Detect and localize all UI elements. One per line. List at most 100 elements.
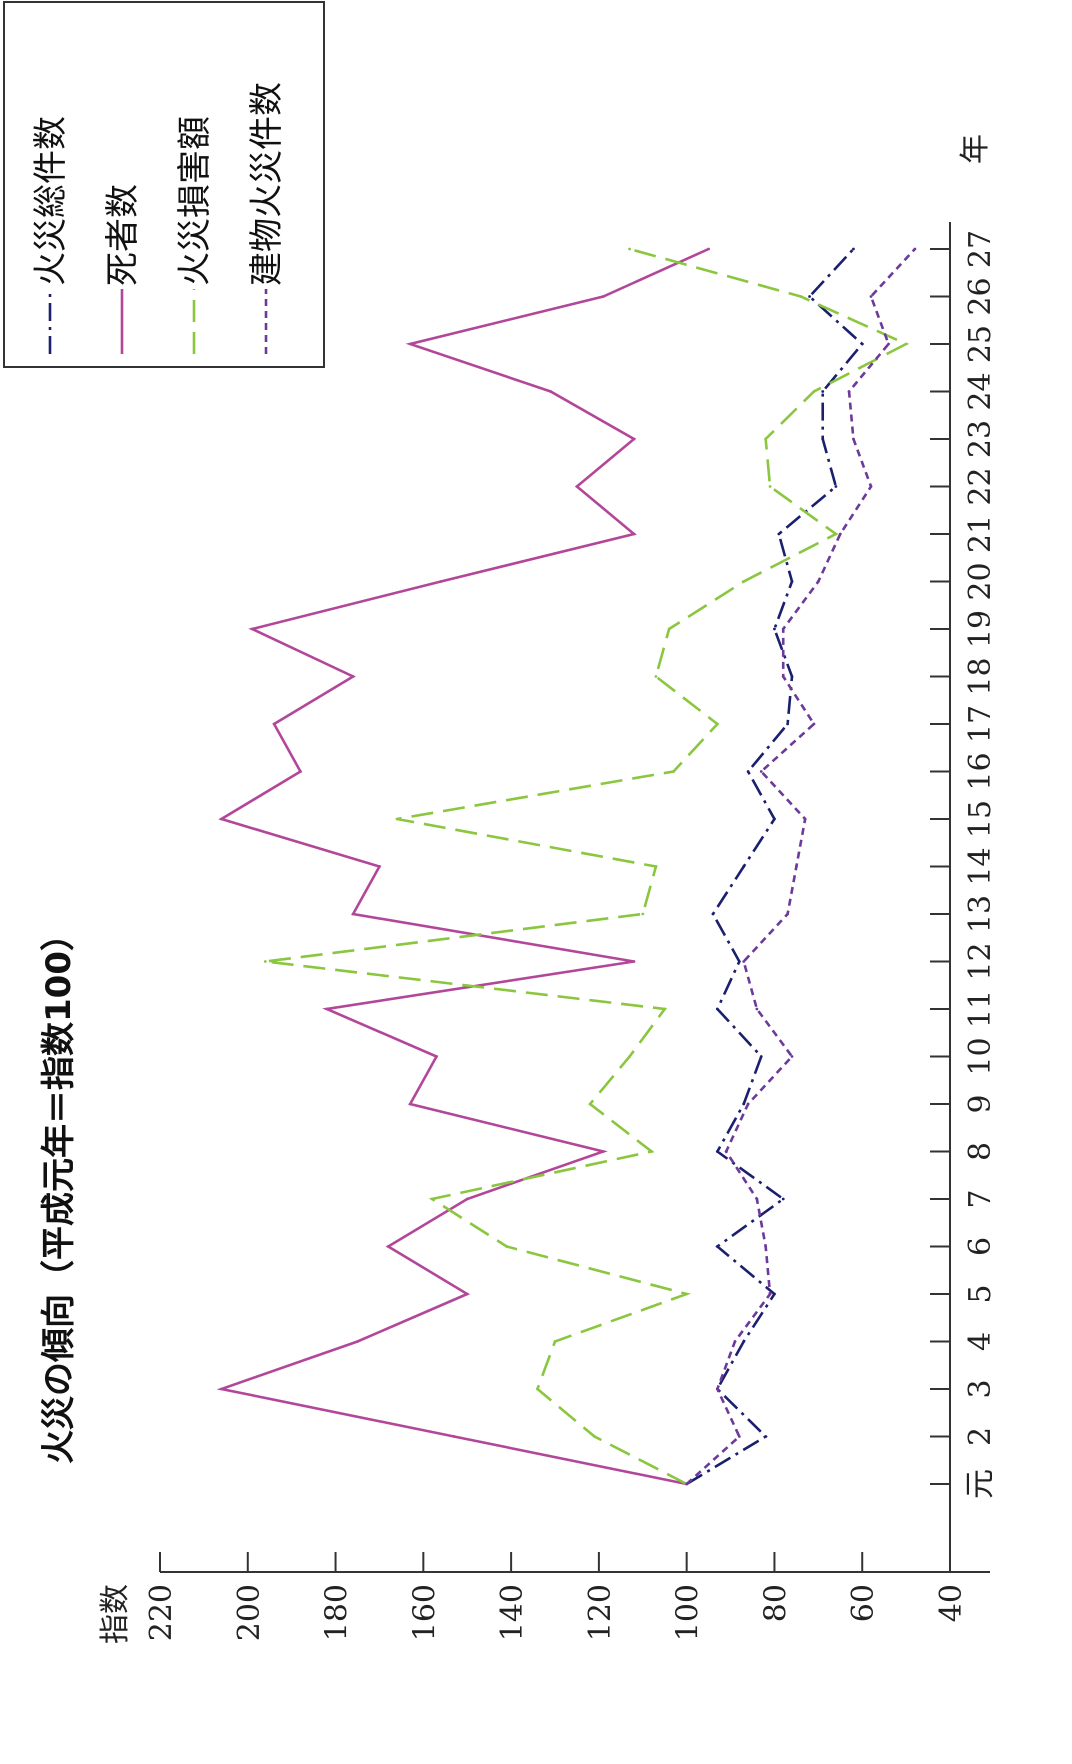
data-point-s1-7 — [715, 1150, 719, 1153]
data-point-s3-10 — [663, 1007, 667, 1011]
data-point-s2-21 — [575, 485, 579, 488]
data-point-s3-14 — [395, 817, 399, 821]
data-point-s2-19 — [439, 580, 443, 583]
data-point-s4-0 — [685, 1482, 689, 1486]
x-tick-label: 6 — [963, 1237, 998, 1256]
data-point-s1-14 — [773, 817, 776, 821]
x-tick-label: 14 — [963, 847, 998, 885]
data-point-s4-6 — [755, 1197, 759, 1201]
legend: 火災総件数 死者数 火災損害額 建物火災件数 — [3, 1, 325, 368]
data-point-s1-19 — [790, 580, 794, 583]
y-tick-label: 40 — [934, 1584, 969, 1622]
data-point-s2-7 — [601, 1150, 605, 1153]
x-axis-label: 年 — [958, 134, 993, 164]
data-point-s2-4 — [465, 1292, 469, 1296]
y-tick-label: 180 — [320, 1584, 355, 1641]
data-point-s4-26 — [913, 247, 917, 251]
chart-title: 火災の傾向（平成元年＝指数100） — [39, 917, 79, 1464]
data-point-s3-17 — [654, 675, 658, 678]
data-point-s3-23 — [812, 390, 816, 393]
x-tick-label: 7 — [963, 1189, 998, 1208]
y-tick-label: 160 — [407, 1584, 442, 1641]
data-point-s1-15 — [746, 770, 750, 773]
data-point-s4-13 — [794, 865, 798, 868]
data-point-s2-23 — [549, 390, 553, 393]
series-line-4 — [685, 248, 916, 1485]
data-point-s3-19 — [742, 580, 746, 583]
data-point-s1-10 — [715, 1007, 719, 1011]
x-tick-label: 8 — [963, 1142, 998, 1161]
data-point-s1-13 — [742, 865, 746, 868]
legend-label-1: 火災総件数 — [31, 116, 71, 286]
data-point-s2-9 — [435, 1055, 438, 1058]
data-point-s4-7 — [724, 1150, 728, 1153]
data-point-s2-14 — [220, 817, 223, 821]
x-ticks: 元234567891011121314151617181920212223242… — [930, 230, 998, 1499]
data-point-s3-11 — [263, 960, 267, 963]
data-point-s1-17 — [790, 675, 794, 678]
series-lines — [216, 247, 917, 1486]
data-point-s3-15 — [672, 770, 675, 773]
data-point-s1-26 — [852, 247, 855, 251]
y-tick-label: 120 — [583, 1584, 618, 1641]
data-point-s3-20 — [834, 532, 838, 536]
y-tick-label: 200 — [232, 1584, 267, 1641]
data-point-s3-8 — [588, 1102, 592, 1106]
data-point-s4-5 — [764, 1245, 768, 1248]
data-point-s4-22 — [852, 437, 855, 441]
x-tick-label: 元 — [963, 1469, 998, 1499]
data-point-s4-1 — [737, 1435, 741, 1438]
data-point-s1-8 — [742, 1102, 746, 1106]
x-tick-label: 18 — [963, 657, 998, 695]
y-tick-label: 220 — [144, 1584, 179, 1641]
data-point-s3-4 — [685, 1292, 689, 1296]
data-point-s1-1 — [764, 1435, 768, 1438]
x-tick-label: 24 — [963, 372, 998, 410]
data-point-s4-8 — [746, 1102, 750, 1106]
data-point-s2-8 — [408, 1102, 412, 1106]
x-tick-label: 12 — [963, 942, 998, 980]
data-point-s2-24 — [408, 342, 412, 346]
x-tick-label: 11 — [963, 990, 998, 1028]
data-point-s2-12 — [351, 912, 355, 916]
data-point-s2-10 — [325, 1007, 329, 1011]
legend-label-3: 火災損害額 — [175, 116, 215, 286]
data-point-s2-15 — [299, 770, 302, 773]
data-point-s2-22 — [632, 437, 636, 441]
x-tick-label: 9 — [963, 1094, 998, 1113]
data-point-s1-21 — [834, 485, 838, 488]
x-tick-label: 26 — [963, 277, 998, 315]
data-point-s2-25 — [601, 295, 605, 298]
data-point-s1-22 — [821, 437, 825, 441]
data-point-s4-19 — [816, 580, 820, 583]
data-point-s4-15 — [759, 770, 763, 773]
data-point-s3-24 — [904, 342, 908, 346]
data-point-s1-11 — [737, 960, 741, 963]
data-point-s2-1 — [452, 1435, 456, 1438]
data-point-s1-20 — [777, 532, 781, 536]
legend-label-2: 死者数 — [103, 184, 143, 286]
y-ticks: 220 200 180 160 140 120 100 80 60 40 — [144, 1552, 969, 1641]
x-tick-label: 23 — [963, 420, 998, 458]
data-point-s2-2 — [220, 1387, 223, 1391]
data-point-s4-18 — [781, 627, 785, 631]
data-point-s1-23 — [821, 390, 825, 393]
series-line-2 — [216, 247, 710, 1486]
data-point-s3-16 — [715, 722, 719, 726]
data-point-s1-9 — [759, 1055, 763, 1058]
y-tick-label: 80 — [758, 1584, 793, 1622]
data-point-s3-3 — [553, 1340, 557, 1343]
legend-box — [3, 1, 325, 368]
data-point-s4-11 — [742, 960, 746, 963]
data-point-s2-20 — [632, 532, 636, 536]
data-point-s1-6 — [781, 1197, 785, 1201]
data-point-s1-24 — [860, 342, 864, 346]
data-point-s3-13 — [654, 865, 658, 868]
data-point-s2-13 — [378, 865, 381, 868]
x-tick-label: 5 — [963, 1284, 998, 1303]
data-point-s1-4 — [773, 1292, 776, 1296]
rotated-chart-group: 火災の傾向（平成元年＝指数100） 220 200 180 160 140 120 100 8… — [3, 1, 998, 1644]
x-tick-label: 22 — [963, 467, 998, 505]
data-point-s2-26 — [707, 247, 711, 251]
